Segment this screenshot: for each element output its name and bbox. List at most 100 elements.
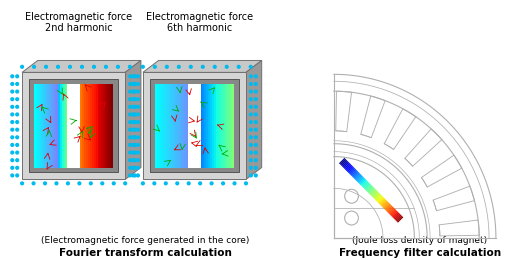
Circle shape [33,66,35,68]
Polygon shape [38,84,40,167]
Polygon shape [176,84,178,167]
Polygon shape [40,84,42,167]
Polygon shape [175,84,176,167]
Text: Electromagnetic force
2nd harmonic: Electromagnetic force 2nd harmonic [25,12,132,34]
Text: (Joule loss density of magnet): (Joule loss density of magnet) [352,236,487,245]
Polygon shape [232,84,234,167]
Circle shape [129,90,132,93]
Circle shape [11,98,14,101]
Circle shape [129,75,132,78]
Circle shape [254,105,257,108]
Circle shape [11,75,14,78]
Circle shape [16,75,19,78]
Circle shape [137,98,139,101]
Circle shape [254,75,257,78]
Circle shape [137,75,139,78]
Circle shape [11,105,14,108]
Circle shape [11,136,14,139]
Polygon shape [99,84,101,167]
Polygon shape [222,84,224,167]
Circle shape [250,166,252,169]
Circle shape [11,174,14,177]
Polygon shape [192,84,194,167]
Polygon shape [109,84,111,167]
Polygon shape [150,79,239,172]
Circle shape [129,174,132,177]
Polygon shape [96,84,98,167]
Polygon shape [68,84,70,167]
Text: Frequency filter calculation: Frequency filter calculation [339,248,501,258]
Circle shape [213,66,216,68]
Circle shape [81,66,83,68]
Circle shape [129,136,132,139]
Circle shape [11,128,14,131]
Circle shape [137,136,139,139]
Circle shape [137,174,139,177]
Circle shape [134,90,136,93]
Circle shape [134,113,136,116]
Polygon shape [56,84,58,167]
Polygon shape [62,84,64,167]
Circle shape [11,121,14,123]
Polygon shape [42,84,44,167]
Circle shape [129,105,132,108]
Circle shape [233,182,236,185]
Polygon shape [50,84,52,167]
Circle shape [134,159,136,161]
Polygon shape [84,84,86,167]
Circle shape [89,182,92,185]
Polygon shape [210,84,212,167]
Polygon shape [74,84,75,167]
Circle shape [165,66,168,68]
Polygon shape [87,84,89,167]
Polygon shape [194,84,197,167]
Circle shape [44,182,46,185]
Circle shape [137,166,139,169]
Circle shape [134,144,136,146]
Circle shape [134,98,136,101]
Circle shape [67,182,69,185]
Polygon shape [190,84,192,167]
Circle shape [137,113,139,116]
Circle shape [254,174,257,177]
Circle shape [250,174,252,177]
Polygon shape [188,84,201,167]
Circle shape [254,128,257,131]
Circle shape [254,159,257,161]
Circle shape [11,159,14,161]
Circle shape [32,182,35,185]
Polygon shape [101,84,103,167]
Circle shape [132,174,135,177]
Circle shape [250,144,252,146]
Circle shape [137,90,139,93]
Circle shape [16,144,19,146]
Circle shape [254,151,257,154]
Polygon shape [204,84,206,167]
Circle shape [21,66,23,68]
Circle shape [132,151,135,154]
Polygon shape [143,72,246,179]
Circle shape [105,66,107,68]
Circle shape [141,182,144,185]
Circle shape [134,151,136,154]
Circle shape [201,66,204,68]
Circle shape [129,159,132,161]
Text: (Electromagnetic force generated in the core): (Electromagnetic force generated in the … [41,236,250,245]
Polygon shape [54,84,56,167]
Polygon shape [70,84,72,167]
Circle shape [129,144,132,146]
Polygon shape [165,84,166,167]
Circle shape [132,159,135,161]
Circle shape [153,182,155,185]
Circle shape [134,83,136,85]
Circle shape [16,98,19,101]
Circle shape [137,151,139,154]
Circle shape [250,75,252,78]
Circle shape [16,83,19,85]
Circle shape [250,98,252,101]
Polygon shape [66,84,68,167]
Polygon shape [82,84,84,167]
Circle shape [164,182,167,185]
Polygon shape [72,84,74,167]
Polygon shape [188,84,190,167]
